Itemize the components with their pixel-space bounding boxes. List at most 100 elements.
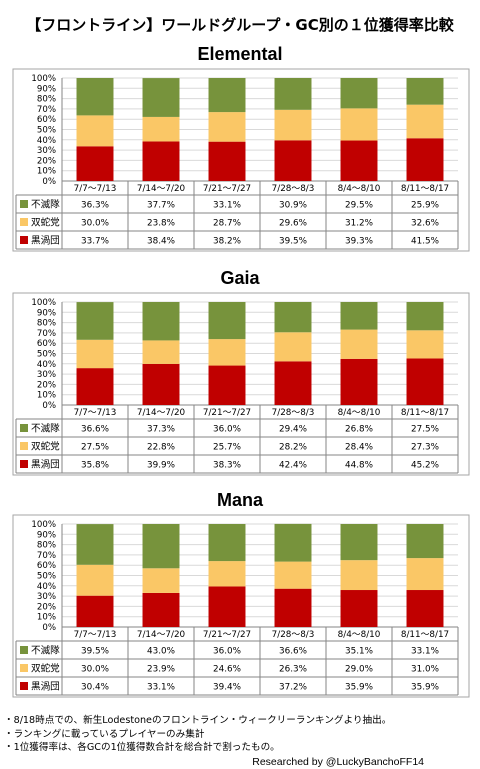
data-label: 37.3% [147,425,175,435]
x-tick-label: 7/14〜7/20 [137,184,186,194]
x-tick-label: 7/14〜7/20 [137,630,186,640]
bar-segment [142,141,180,181]
bar-segment [274,109,312,141]
bar-segment [142,592,180,627]
x-tick-label: 7/28〜8/3 [272,184,315,194]
y-tick-label: 10% [37,613,56,623]
x-tick-label: 7/21〜7/27 [203,408,251,418]
y-tick-label: 50% [37,572,56,582]
y-tick-label: 80% [37,95,56,105]
gaia-chart: 0%10%20%30%40%50%60%70%80%90%100% 7/7〜7/1… [12,292,470,476]
bar-segment [208,302,246,340]
chart-title-gaia: Gaia [220,268,260,288]
bar-segment [208,339,246,366]
bar-segment [274,332,312,362]
bar-segment [406,558,444,591]
data-label: 29.6% [279,219,307,229]
page-title: 【フロントライン】ワールドグループ・GC別の１位獲得率比較 [26,16,454,34]
y-tick-label: 90% [37,530,56,540]
y-tick-label: 30% [37,592,56,602]
legend-swatch [20,218,28,226]
data-label: 28.7% [213,219,241,229]
x-tick-label: 7/7〜7/13 [74,630,117,640]
data-label: 30.0% [81,665,109,675]
y-tick-label: 40% [37,136,56,146]
y-tick-label: 0% [42,177,56,187]
bar-segment [340,524,378,561]
legend-swatch [20,236,28,244]
y-tick-label: 80% [37,319,56,329]
bar-segment [76,339,114,369]
data-label: 33.1% [213,201,241,211]
legend-label: 黒渦団 [31,682,60,693]
data-label: 37.2% [279,683,307,693]
y-tick-label: 60% [37,339,56,349]
x-tick-label: 7/28〜8/3 [272,408,315,418]
data-label: 25.7% [213,443,241,453]
x-tick-label: 7/7〜7/13 [74,184,117,194]
bar-segment [76,524,114,565]
x-tick-label: 7/28〜8/3 [272,630,315,640]
data-label: 39.4% [213,683,241,693]
x-tick-label: 8/4〜8/10 [338,184,381,194]
bar-segment [208,365,246,405]
bar-segment [76,564,114,596]
chart-title-mana: Mana [216,490,263,510]
data-label: 31.2% [345,219,373,229]
data-label: 23.8% [147,219,175,229]
y-tick-label: 70% [37,551,56,561]
data-label: 25.9% [411,201,439,211]
bar-segment [274,561,312,589]
bar-segment [340,329,378,359]
x-tick-label: 7/14〜7/20 [137,408,186,418]
bar-segment [274,523,312,562]
legend-swatch [20,664,28,672]
data-label: 44.8% [345,461,373,471]
bar-segment [208,141,246,181]
bar-segment [76,302,114,340]
y-tick-label: 100% [31,74,56,84]
data-label: 27.5% [81,443,109,453]
data-label: 39.3% [345,237,373,247]
bar-segment [406,590,444,627]
data-label: 35.8% [81,461,109,471]
elemental-chart: 0%10%20%30%40%50%60%70%80%90%100% 7/7〜7/1… [12,68,470,252]
data-label: 42.4% [279,461,307,471]
footer-note: ・ランキングに載っているプレイヤーのみ集計 [4,728,205,740]
bar-segment [208,586,246,627]
data-label: 22.8% [147,443,175,453]
data-label: 45.2% [411,461,439,471]
y-tick-label: 20% [37,602,56,612]
data-label: 27.5% [411,425,439,435]
legend-swatch [20,442,28,450]
data-label: 41.5% [411,237,439,247]
bar-segment [340,140,378,181]
bar-segment [274,140,312,181]
y-tick-label: 70% [37,329,56,339]
y-tick-label: 70% [37,105,56,115]
bar-segment [406,330,444,359]
y-tick-label: 50% [37,126,56,136]
data-label: 33.1% [147,683,175,693]
data-label: 30.9% [279,201,307,211]
data-label: 29.4% [279,425,307,435]
footer-note: ・1位獲得率は、各GCの1位獲得数合計を総合計で割ったもの。 [4,742,280,753]
data-label: 28.4% [345,443,373,453]
bar-segment [340,358,378,405]
y-tick-label: 80% [37,541,56,551]
legend-label: 不滅隊 [31,423,60,435]
data-label: 36.0% [213,425,241,435]
x-tick-label: 8/11〜8/17 [401,184,449,194]
bar-segment [142,340,180,364]
data-label: 35.1% [345,647,373,657]
legend-label: 黒渦団 [31,460,60,471]
bar-segment [76,115,114,147]
bar-segment [406,302,444,331]
data-label: 32.6% [411,219,439,229]
y-tick-label: 30% [37,370,56,380]
x-tick-label: 7/21〜7/27 [203,184,251,194]
bar-segment [142,568,180,593]
bar-segment [406,138,444,181]
data-label: 37.7% [147,201,175,211]
bar-segment [340,560,378,591]
